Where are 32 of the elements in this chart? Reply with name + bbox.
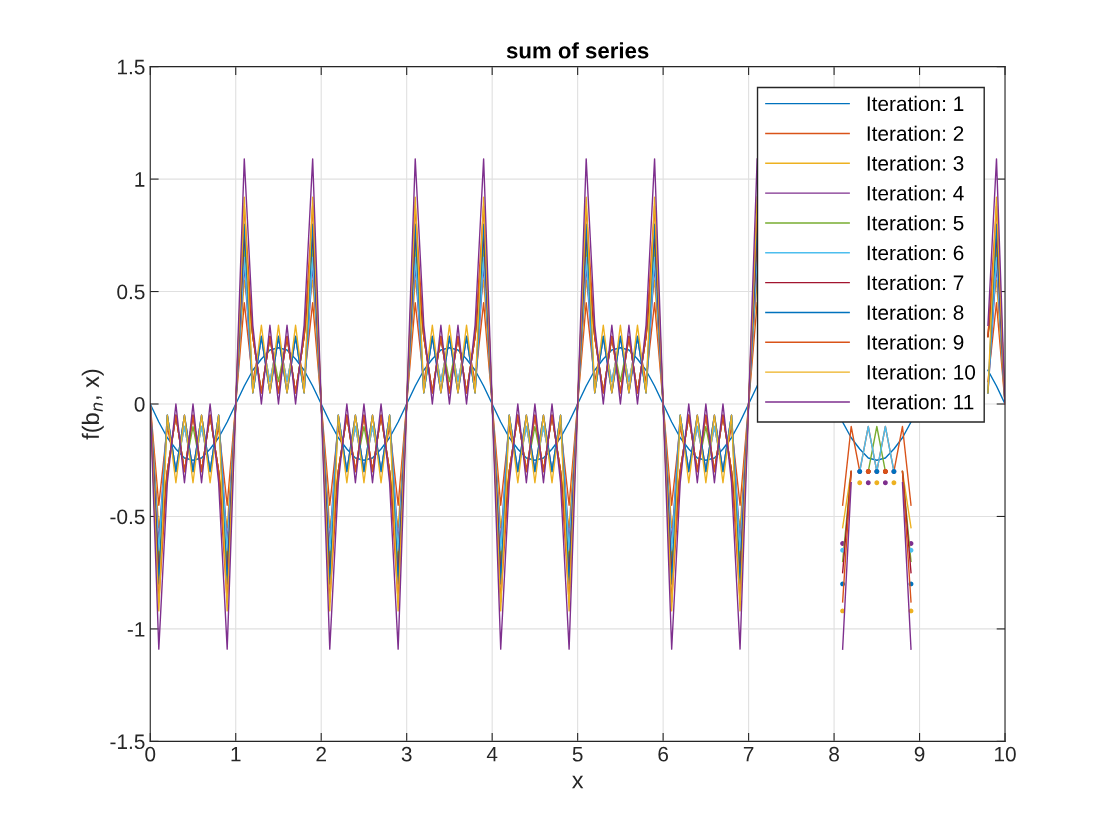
y-tick-label: -1 — [127, 622, 145, 637]
x-tick-label: 3 — [401, 746, 412, 762]
y-tick-label: 0 — [134, 397, 145, 412]
x-tick-label: 2 — [316, 746, 326, 762]
legend-label: Iteration: 2 — [867, 125, 964, 141]
legend-label: Iteration: 7 — [867, 274, 964, 291]
legend-label: Iteration: 1 — [867, 95, 964, 112]
legend-label: Iteration: 8 — [867, 304, 964, 320]
y-tick-label: -1.5 — [110, 734, 145, 750]
legend-label: Iteration: 10 — [867, 364, 976, 380]
legend-label: Iteration: 9 — [867, 334, 964, 350]
y-tick-label: 1.5 — [118, 59, 145, 75]
legend-label: Iteration: 11 — [867, 394, 974, 410]
y-axis-title: f(b$_{n}$, x) — [81, 369, 104, 440]
x-tick-label: 1 — [231, 747, 241, 762]
x-tick-label: 7 — [743, 747, 754, 762]
x-tick-label: 4 — [486, 747, 498, 762]
x-axis-title: x — [572, 775, 584, 789]
x-tick-label: 9 — [914, 746, 925, 762]
y-tick-label: 0.5 — [117, 284, 145, 300]
x-tick-label: 8 — [829, 746, 839, 762]
x-tick-label: 5 — [572, 747, 583, 762]
legend-label: Iteration: 4 — [867, 185, 964, 201]
x-tick-label: 0 — [145, 746, 156, 762]
x-tick-label: 6 — [658, 746, 668, 762]
y-tick-label: -0.5 — [110, 509, 145, 525]
legend-label: Iteration: 6 — [867, 244, 964, 261]
legend-label: Iteration: 5 — [867, 215, 964, 231]
y-tick-label: 1 — [135, 172, 145, 187]
chart-title: sum of series — [506, 42, 649, 59]
x-tick-label: 10 — [995, 746, 1016, 762]
legend-label: Iteration: 3 — [867, 155, 964, 171]
